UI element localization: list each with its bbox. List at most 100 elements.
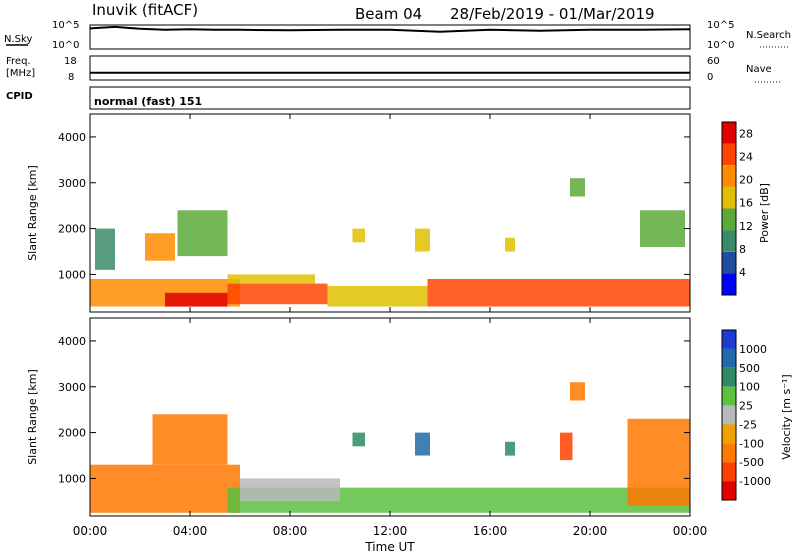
colorbar-swatch [722,230,736,252]
scatter-patch [352,228,365,243]
scatter-patch [90,464,240,513]
scatter-patch [560,432,573,461]
scatter-patch [415,432,430,456]
scatter-patch [570,382,585,401]
colorbar-swatch [722,143,736,166]
colorbar-tick-label: 20 [739,174,753,187]
y-tick-label: 1000 [58,472,86,485]
colorbar-swatch [722,251,736,274]
velocity-patches [90,382,690,513]
power-y-ticks: 1000 2000 3000 4000 [58,131,690,281]
scatter-patch [145,233,175,261]
scatter-patch [640,210,685,247]
cpid-panel-frame [89,86,691,110]
colorbar-swatch [722,330,736,349]
velocity-y-label: Slant Range [km] [26,369,39,465]
nave-label: Nave [746,64,772,75]
x-tick-label: 00:00 [673,524,708,538]
freq-panel-frame [89,55,691,81]
colorbar-tick-label: -500 [739,456,764,469]
scatter-patch [352,432,365,447]
colorbar-swatch [722,367,736,387]
scatter-patch [427,279,690,307]
colorbar-frame [721,329,737,501]
scatter-patch [95,228,115,270]
noise-tick-bottom-right: 10^0 [707,40,734,51]
scatter-patch [415,228,430,252]
colorbar-swatch [722,165,736,187]
x-axis-label: Time UT [364,540,415,554]
power-patches [90,178,690,307]
colorbar-tick-label: -1000 [739,475,771,488]
colorbar-swatch [722,273,736,295]
scatter-patch [327,285,428,307]
cpid-panel: CPID normal (fast) 151 [6,86,691,110]
freq-tick-bottom: 8 [68,72,74,83]
noise-tick-top-right: 10^5 [707,20,734,31]
colorbar-swatch [722,462,736,482]
velocity-panel: 1000 2000 3000 4000 Slant Range [km] 1000 50… [26,317,793,517]
colorbar-tick-label: 4 [739,266,746,279]
power-colorbar-label: Power [dB] [758,183,771,243]
y-tick-label: 3000 [58,177,86,190]
x-tick-label: 08:00 [273,524,308,538]
y-tick-label: 2000 [58,223,86,236]
x-tick-label: 12:00 [373,524,408,538]
y-tick-label: 4000 [58,335,86,348]
x-tick-label: 16:00 [473,524,508,538]
colorbar-tick-label: 24 [739,151,753,164]
x-tick-label: 00:00 [73,524,108,538]
n-sky-label: N.Sky [4,34,32,45]
freq-label: Freq. [6,56,31,67]
cpid-mode-text: normal (fast) 151 [94,95,202,108]
noise-panel: N.Sky 10^5 10^0 10^5 10^0 N.Search [4,20,791,51]
freq-unit-label: [MHz] [6,68,35,79]
y-tick-label: 1000 [58,268,86,281]
velocity-colorbar-label: Velocity [m s⁻¹] [780,374,793,459]
station-title: Inuvik (fitACF) [92,1,198,19]
cpid-label: CPID [6,91,33,102]
freq-panel: Freq. [MHz] 18 8 60 0 Nave [6,55,780,83]
colorbar-swatch [722,208,736,231]
y-tick-label: 2000 [58,427,86,440]
y-tick-label: 4000 [58,131,86,144]
colorbar-tick-label: -25 [739,418,757,431]
power-y-label: Slant Range [km] [26,165,39,261]
date-range: 28/Feb/2019 - 01/Mar/2019 [450,5,655,23]
colorbar-tick-label: -100 [739,437,764,450]
beam-label: Beam 04 [355,5,422,23]
noise-tick-bottom-left: 10^0 [52,40,79,51]
colorbar-swatch [722,348,736,368]
noise-tick-top-left: 10^5 [52,20,79,31]
x-axis-ticks: 00:00 04:00 08:00 12:00 16:00 20:00 00:00 [73,114,708,538]
y-tick-label: 3000 [58,381,86,394]
freq-tick-top: 18 [64,56,77,67]
scatter-patch [165,292,228,307]
colorbar-tick-label: 16 [739,197,753,210]
nave-tick-bottom: 0 [707,72,713,83]
velocity-y-ticks: 1000 2000 3000 4000 [58,335,690,485]
colorbar-tick-label: 12 [739,220,753,233]
n-search-label: N.Search [746,30,791,41]
power-colorbar: 28 24 20 16 12 8 4 [721,121,753,296]
colorbar-tick-label: 100 [739,381,760,394]
colorbar-tick-label: 1000 [739,343,767,356]
x-tick-label: 04:00 [173,524,208,538]
colorbar-frame [721,121,737,296]
colorbar-swatch [722,481,736,500]
scatter-patch [505,441,515,456]
colorbar-tick-label: 500 [739,362,760,375]
scatter-patch [627,418,690,506]
noise-panel-frame [89,24,691,50]
colorbar-tick-label: 8 [739,243,746,256]
colorbar-swatch [722,386,736,406]
velocity-colorbar: 1000 500 100 25 -25 -100 -500 -1000 [721,329,771,501]
n-sky-series-line [89,25,691,33]
nave-tick-top: 60 [707,56,720,67]
colorbar-swatch [722,405,736,425]
scatter-patch [240,478,340,502]
scatter-patch [227,283,328,305]
colorbar-swatch [722,186,736,209]
scatter-patch [152,414,228,465]
